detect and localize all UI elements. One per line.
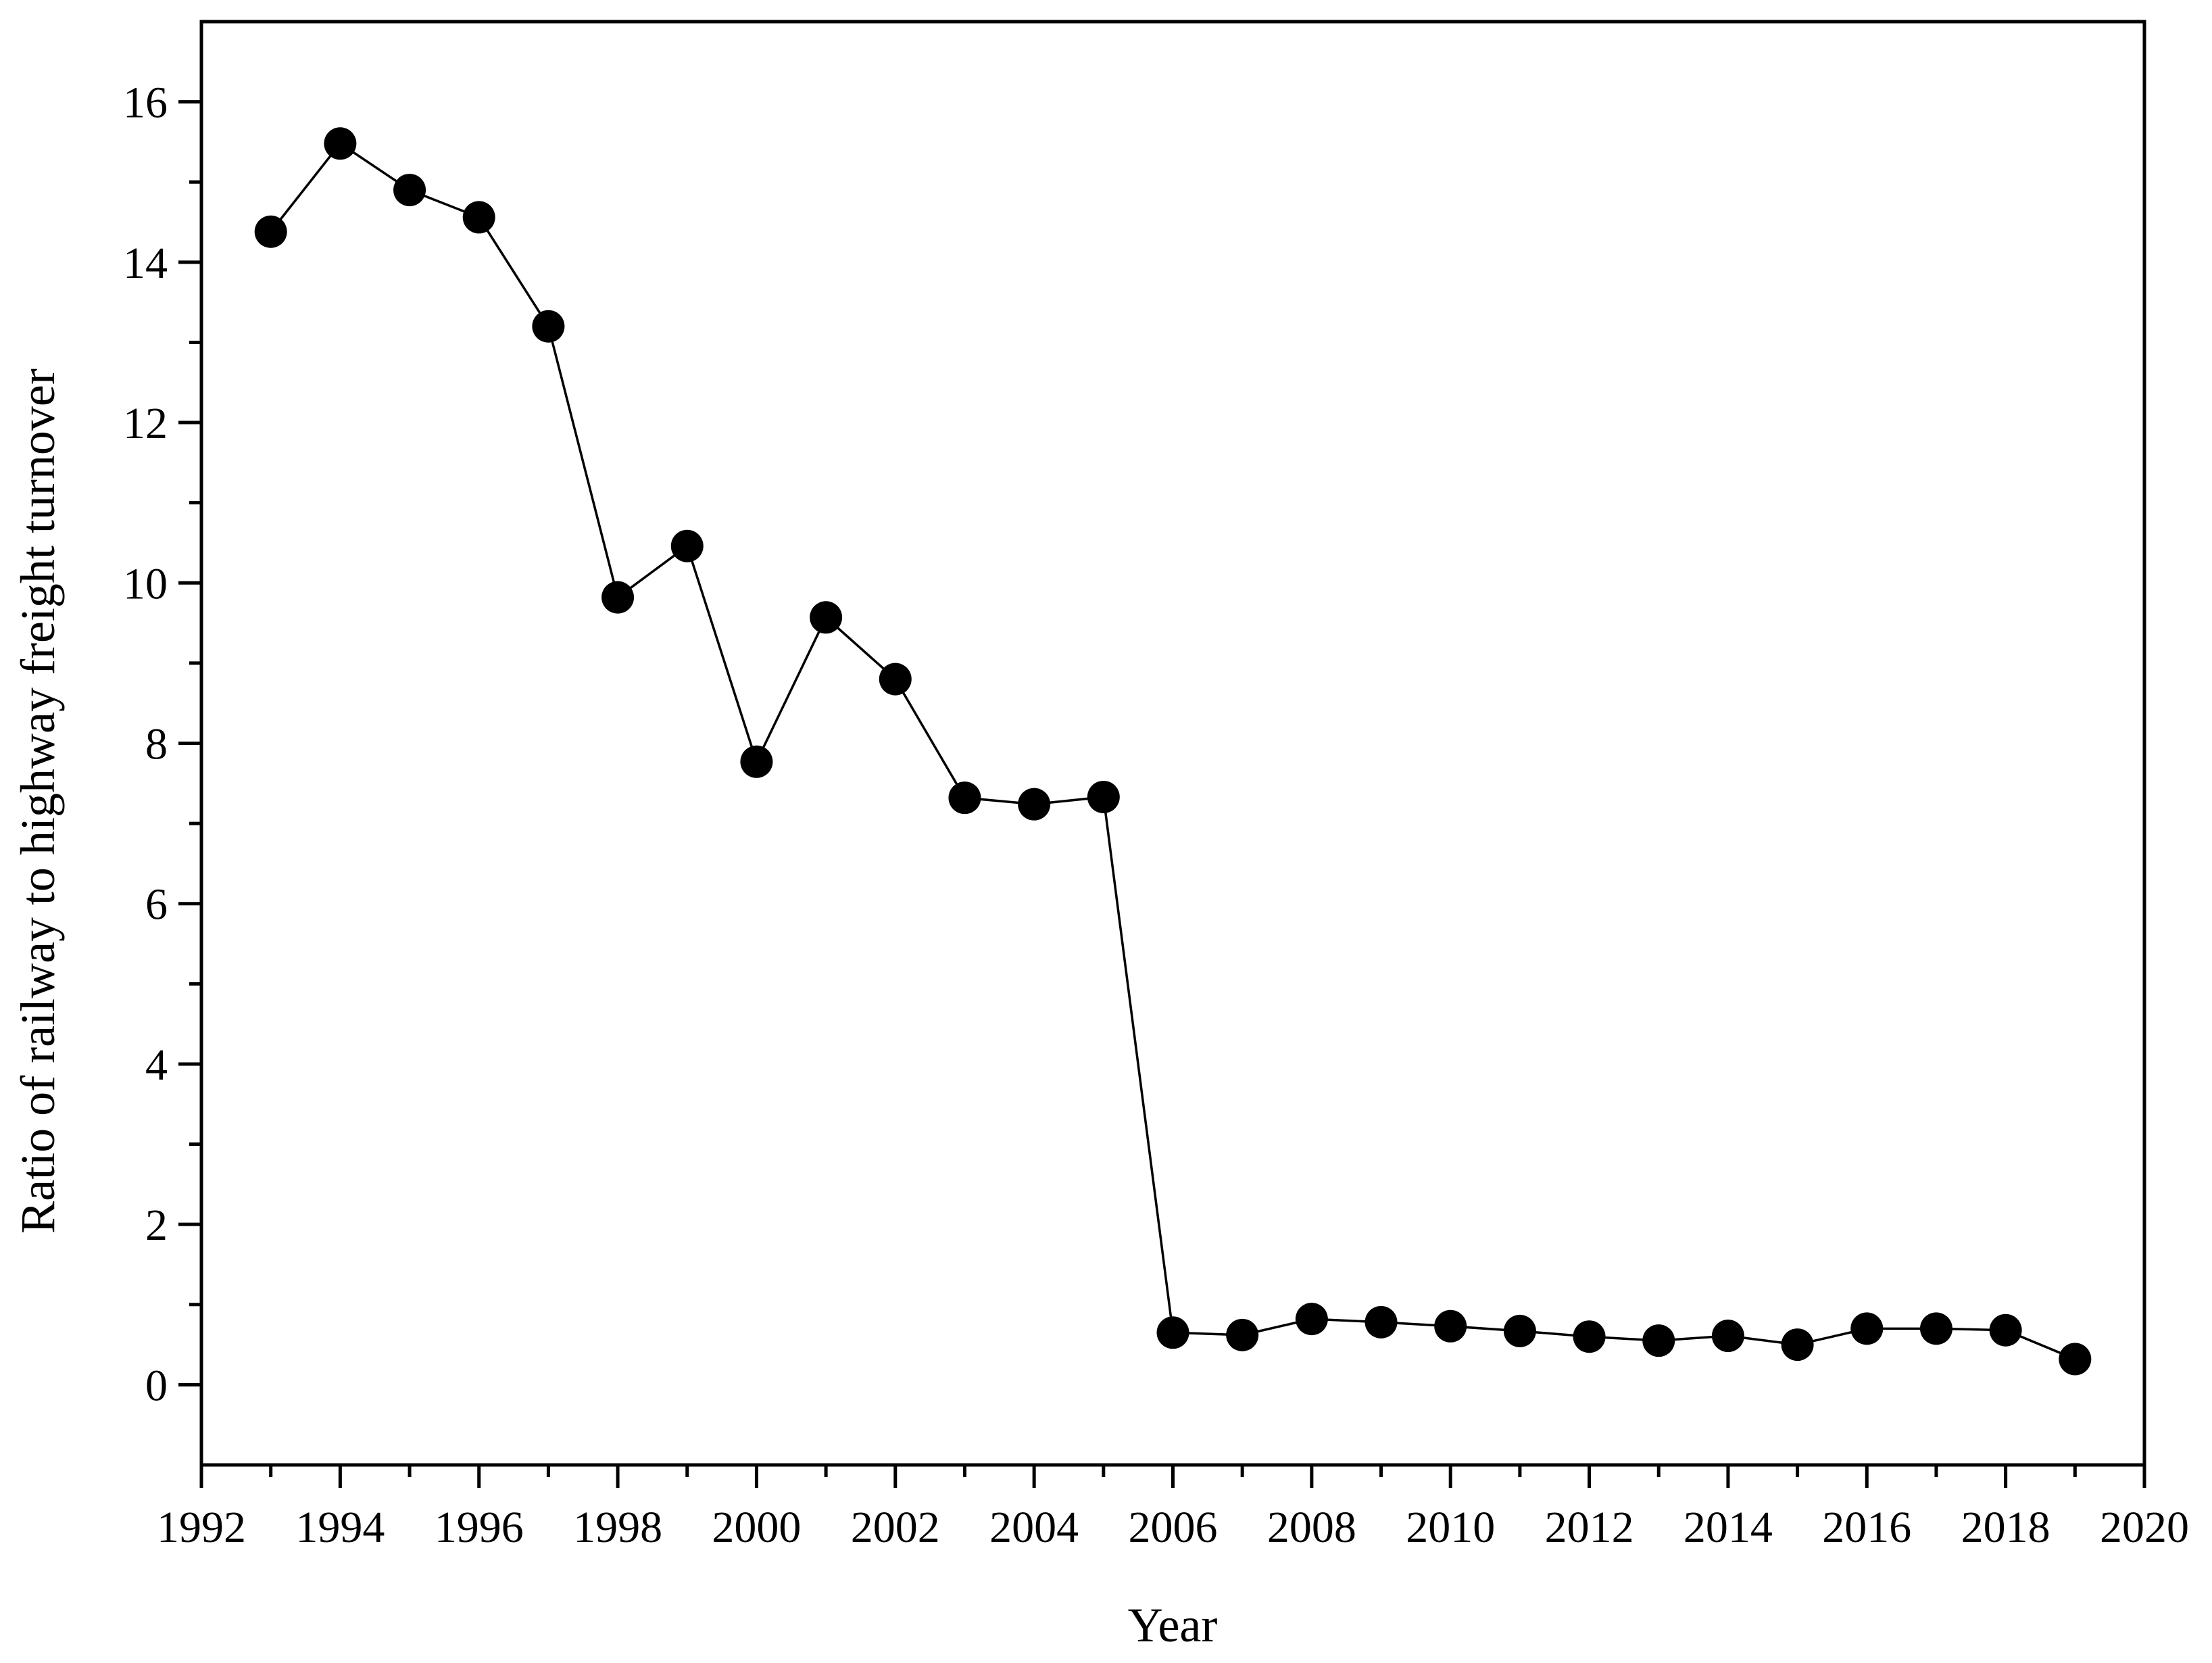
x-tick-label: 1998 (573, 1503, 662, 1552)
y-tick-label: 12 (123, 399, 168, 448)
data-point (2059, 1343, 2092, 1376)
x-tick-label: 2014 (1683, 1503, 1773, 1552)
data-point (254, 215, 287, 248)
data-point (532, 310, 565, 343)
x-tick-label: 2008 (1267, 1503, 1356, 1552)
data-point (1087, 780, 1120, 813)
x-tick-label: 2018 (1961, 1503, 2050, 1552)
x-tick-label: 2010 (1406, 1503, 1495, 1552)
x-tick-label: 2016 (1822, 1503, 1911, 1552)
data-point (1503, 1314, 1536, 1347)
y-tick-label: 14 (123, 239, 168, 288)
y-axis-title: Ratio of railway to highway freight turn… (11, 368, 65, 1234)
y-tick-label: 10 (123, 559, 168, 608)
data-point (1989, 1313, 2022, 1347)
data-point (1018, 788, 1051, 821)
y-tick-label: 8 (145, 720, 168, 769)
x-tick-label: 1992 (157, 1503, 246, 1552)
data-point (324, 127, 357, 160)
data-point (601, 581, 635, 614)
series-layer (254, 127, 2092, 1376)
data-point (1711, 1320, 1744, 1353)
data-point (462, 201, 495, 234)
data-point (1156, 1316, 1189, 1349)
data-point (740, 745, 773, 778)
data-point (1226, 1318, 1259, 1351)
y-tick-label: 6 (145, 880, 168, 930)
x-tick-label: 2002 (851, 1503, 940, 1552)
x-tick-label: 2004 (989, 1503, 1079, 1552)
data-point (810, 601, 843, 634)
y-tick-label: 4 (145, 1040, 168, 1090)
data-point (1850, 1312, 1884, 1345)
x-tick-label: 1994 (295, 1503, 385, 1552)
x-tick-label: 2006 (1129, 1503, 1218, 1552)
x-tick-label: 2012 (1545, 1503, 1634, 1552)
data-point (1919, 1312, 1952, 1345)
axes: 1992 1994 1996 1998 2000 2002 2004 2006 2008 2010… (123, 78, 2189, 1552)
data-point (1365, 1305, 1398, 1339)
x-tick-label: 2000 (712, 1503, 801, 1552)
data-point (1295, 1303, 1328, 1336)
data-point (879, 662, 912, 696)
x-tick-label: 1996 (435, 1503, 524, 1552)
y-tick-label: 2 (145, 1201, 168, 1250)
x-axis-title: Year (1128, 1598, 1218, 1652)
data-point (670, 529, 704, 562)
x-tick-label: 2020 (2100, 1503, 2189, 1552)
data-point (1434, 1309, 1467, 1343)
data-point (393, 174, 426, 207)
y-tick-label: 0 (145, 1361, 168, 1410)
data-point (1642, 1324, 1675, 1357)
y-tick-label: 16 (123, 78, 168, 128)
data-point (1781, 1328, 1814, 1361)
data-point (1573, 1320, 1606, 1353)
data-point (948, 781, 981, 815)
